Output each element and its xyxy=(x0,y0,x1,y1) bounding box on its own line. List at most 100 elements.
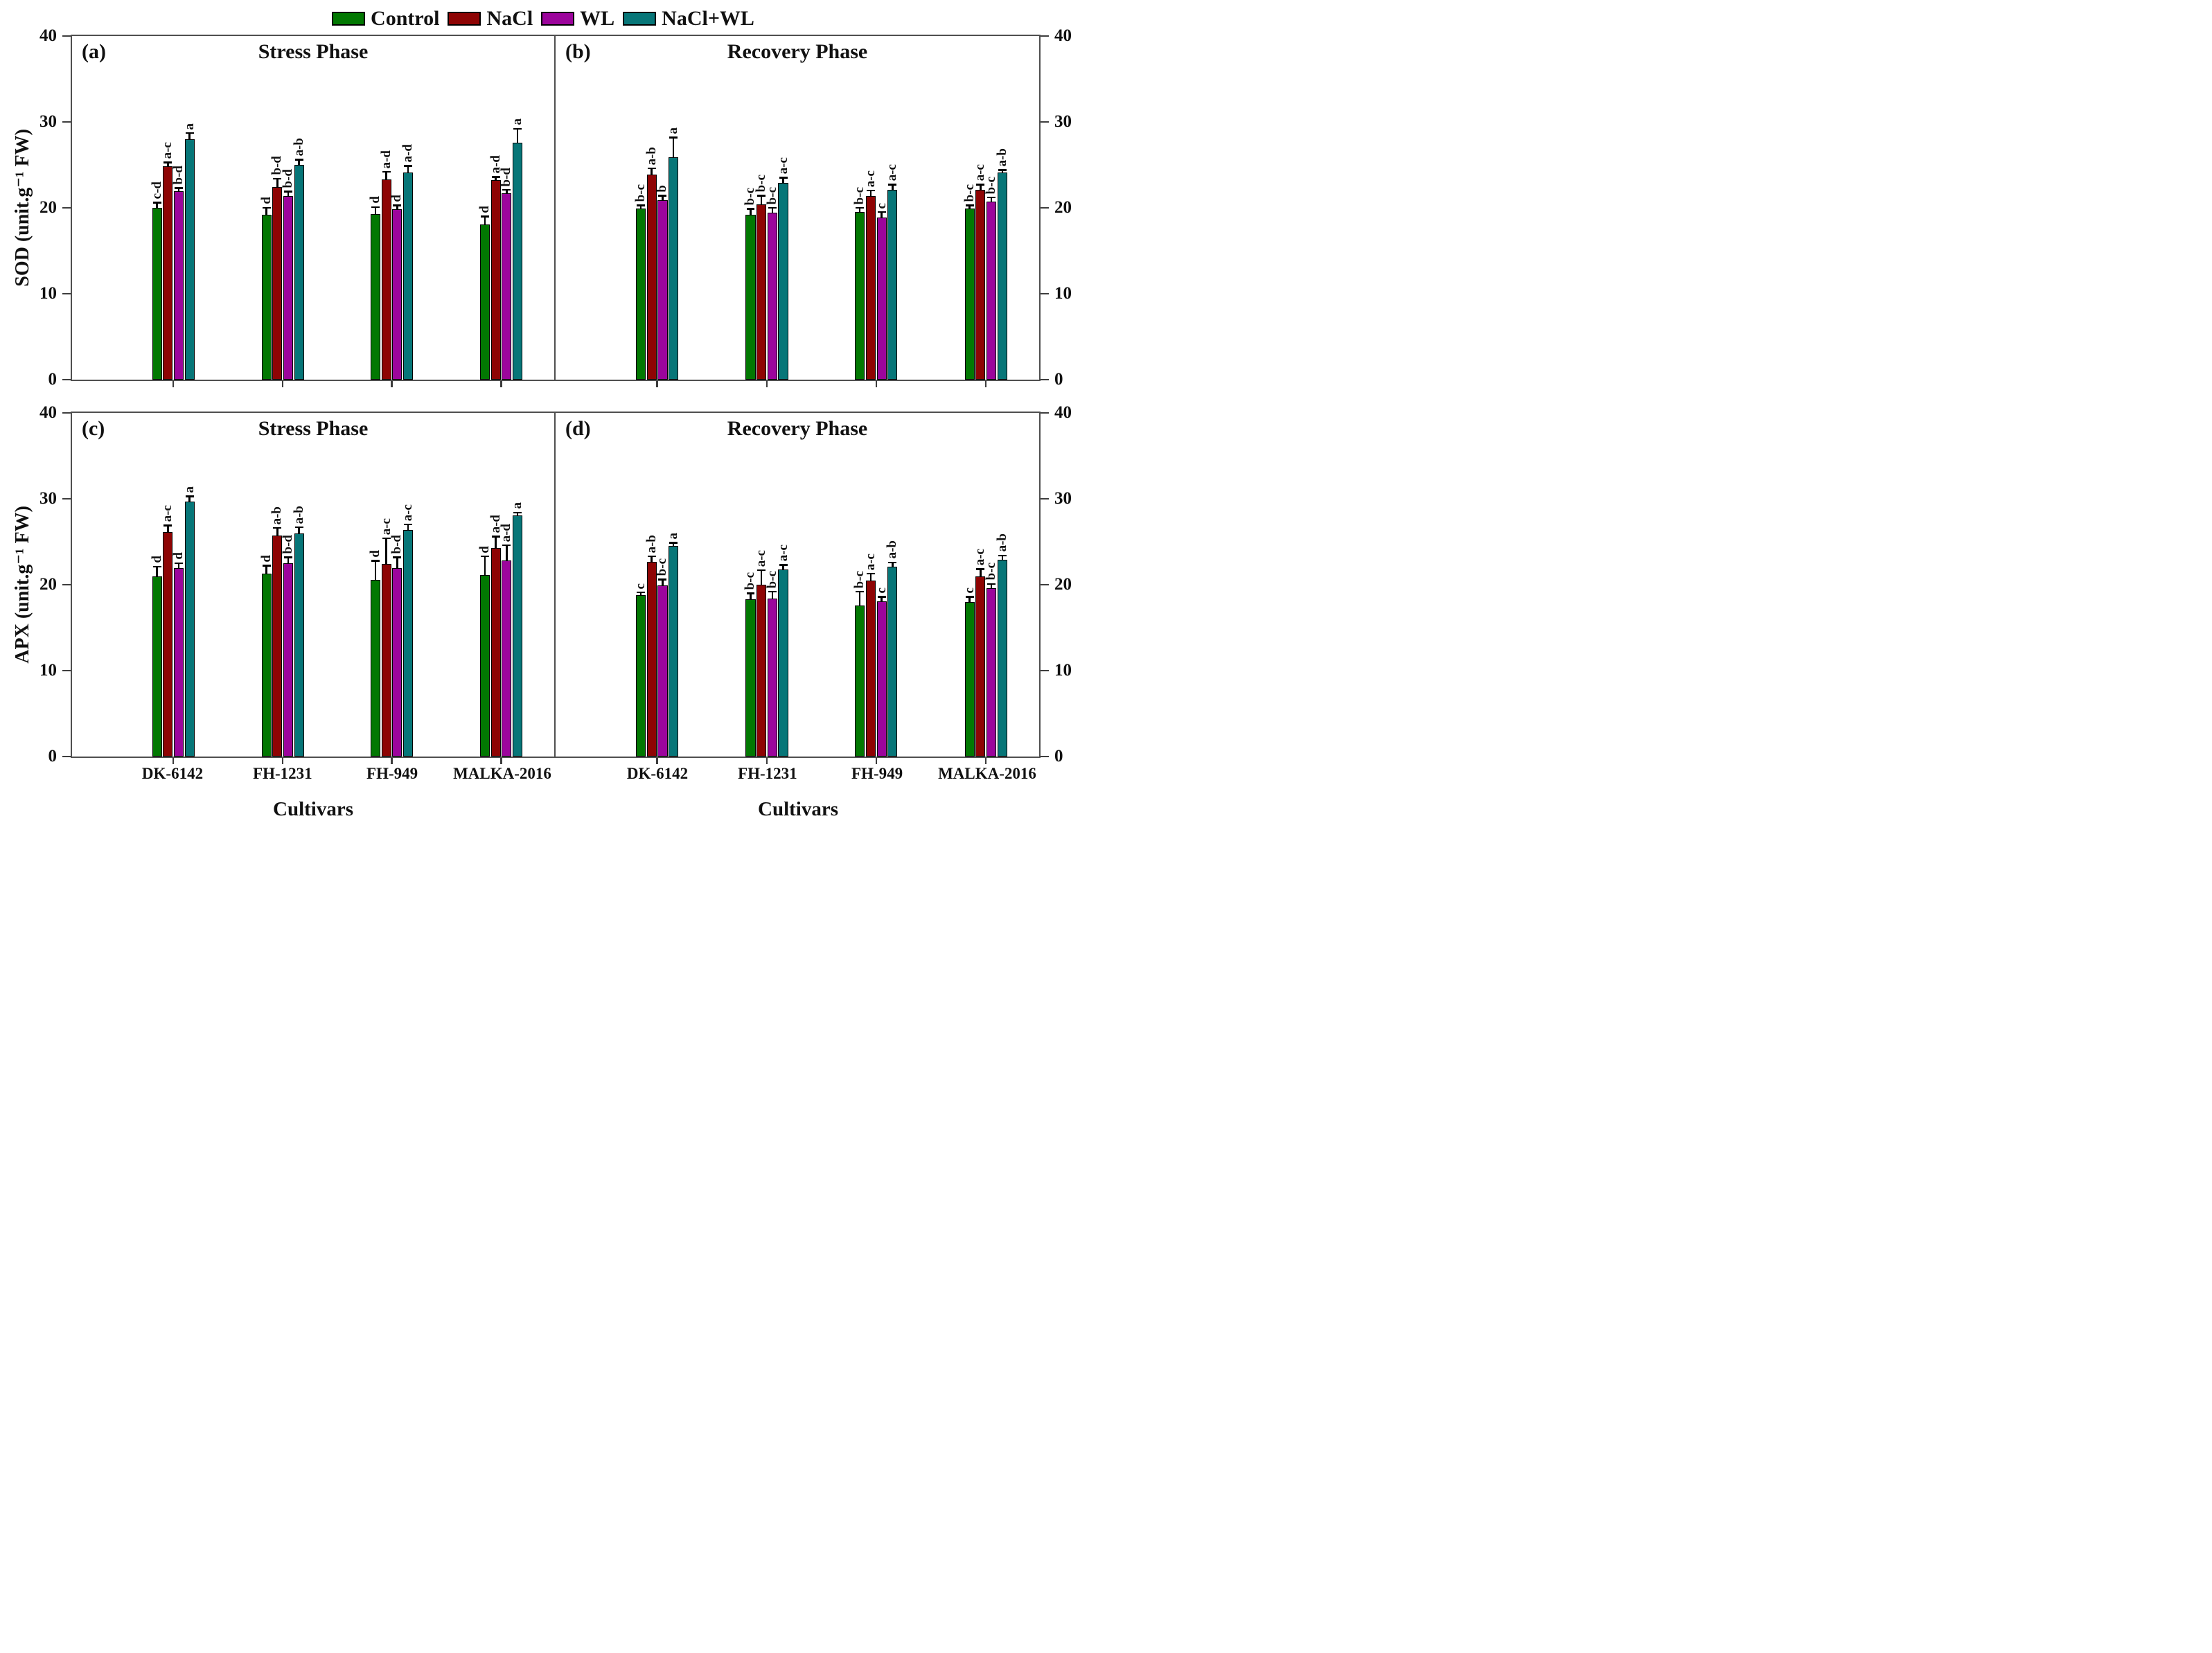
x-axis-title-spacer xyxy=(10,798,71,821)
bar-control-dk-6142 xyxy=(152,576,162,757)
error-bar-cap xyxy=(513,511,522,514)
y-tick-mark xyxy=(1041,583,1049,586)
bar-control-fh-1231 xyxy=(745,599,756,757)
error-bar-cap xyxy=(163,161,172,163)
legend-item-wl: WL xyxy=(541,7,614,30)
bar-nacl-dk-6142 xyxy=(646,174,657,380)
y-tick-mark xyxy=(62,497,71,500)
error-bar xyxy=(516,128,519,143)
bar-control-fh-1231 xyxy=(261,573,272,757)
significance-letter: a-b xyxy=(644,534,659,554)
bar-nacl-malka-2016 xyxy=(975,576,986,757)
error-bar xyxy=(881,596,883,601)
error-bar-cap xyxy=(965,204,974,206)
panel-title-c: Stress Phase xyxy=(258,417,369,440)
error-bar xyxy=(385,171,387,180)
bar-wl-dk-6142 xyxy=(173,568,184,757)
x-tick-mark xyxy=(281,381,284,387)
error-bar-cap xyxy=(768,590,777,593)
error-bar xyxy=(177,188,180,192)
legend-item-nacl-wl: NaCl+WL xyxy=(623,7,754,30)
figure: Control NaCl WL NaCl+WL SOD (unit.g⁻¹ FW… xyxy=(0,0,1106,821)
error-bar-cap xyxy=(647,167,656,170)
significance-letter: a-c xyxy=(160,505,175,522)
bar-wl-fh-1231 xyxy=(283,195,294,380)
legend-label-control: Control xyxy=(371,7,440,30)
x-tick-mark xyxy=(500,381,502,387)
significance-letter: b-c xyxy=(852,186,867,204)
bar-nacl+wl-fh-1231 xyxy=(294,533,304,757)
error-bar-cap xyxy=(669,542,678,544)
significance-letter: a-c xyxy=(378,518,393,536)
error-bar-cap xyxy=(371,560,380,562)
significance-letter: a-c xyxy=(885,164,900,182)
error-bar xyxy=(396,205,398,210)
significance-letter: c xyxy=(874,587,889,594)
bar-nacl-fh-1231 xyxy=(756,585,767,757)
error-bar-cap xyxy=(779,564,788,566)
error-bar-cap xyxy=(888,184,897,186)
significance-letter: d xyxy=(170,552,186,560)
bar-nacl-malka-2016 xyxy=(490,180,501,380)
panel-label-d: (d) xyxy=(565,417,591,440)
panel-c-apx-stress: (c) Stress Phase d d d d a-c a-b a-c a-d d b-d b-d a-… xyxy=(71,412,556,764)
error-bar xyxy=(771,208,774,213)
bar-nacl-dk-6142 xyxy=(163,532,173,757)
error-bar xyxy=(156,202,158,208)
y-tick-mark xyxy=(1041,206,1049,209)
error-bar xyxy=(374,206,377,214)
y-tick-mark xyxy=(1041,755,1049,758)
significance-letter: b-d xyxy=(280,534,295,554)
x-axis-labels-right: DK-6142 FH-1231 FH-949 MALKA-2016 xyxy=(556,765,1041,788)
legend-swatch-wl xyxy=(541,12,575,26)
panel-label-a: (a) xyxy=(82,40,106,63)
error-bar xyxy=(968,205,971,209)
bar-wl-malka-2016 xyxy=(986,587,997,757)
error-bar xyxy=(1001,555,1004,560)
error-bar-cap xyxy=(976,184,985,186)
significance-letter: b-c xyxy=(852,570,867,588)
error-bar-cap xyxy=(403,165,412,167)
significance-letter: d xyxy=(149,556,164,563)
bar-nacl+wl-dk-6142 xyxy=(669,546,679,757)
error-bar xyxy=(869,191,872,196)
panel-title-d: Recovery Phase xyxy=(727,417,868,440)
bar-nacl-fh-1231 xyxy=(756,204,767,380)
x-tick-mark xyxy=(875,381,878,387)
y-axis-right-apx: 0 10 20 30 40 xyxy=(1041,403,1077,766)
error-bar-cap xyxy=(998,554,1007,557)
significance-letter: b-c xyxy=(633,184,648,202)
significance-letter: b-c xyxy=(984,176,999,195)
bar-nacl-fh-949 xyxy=(381,179,391,380)
significance-letter: c-d xyxy=(149,182,164,200)
significance-letter: b-d xyxy=(280,168,295,188)
error-bar-cap xyxy=(491,176,500,178)
error-bar-cap xyxy=(393,556,402,558)
error-bar-cap xyxy=(976,568,985,570)
x-tick-mark xyxy=(766,381,768,387)
significance-letter: b-d xyxy=(499,167,514,186)
error-bar xyxy=(760,195,763,205)
error-bar xyxy=(980,569,982,576)
significance-letter: b-c xyxy=(743,572,758,590)
error-bar-cap xyxy=(393,204,402,206)
bar-nacl+wl-malka-2016 xyxy=(997,560,1007,757)
x-tick-mark xyxy=(766,758,768,764)
x-tick-mark xyxy=(172,381,175,387)
bar-nacl-fh-1231 xyxy=(272,187,283,380)
x-axis-labels-left: DK-6142 FH-1231 FH-949 MALKA-2016 xyxy=(71,765,556,788)
x-tick-mark xyxy=(500,758,502,764)
error-bar xyxy=(892,184,894,190)
error-bar-cap xyxy=(866,572,875,575)
error-bar-cap xyxy=(669,136,678,139)
y-tick-label: 40 xyxy=(39,26,57,45)
y-tick-label: 40 xyxy=(1054,403,1072,422)
error-bar xyxy=(662,195,664,200)
y-tick-mark xyxy=(62,412,71,414)
bar-wl-dk-6142 xyxy=(657,585,668,757)
error-bar-cap xyxy=(637,591,645,594)
error-bar xyxy=(506,189,508,193)
error-bar xyxy=(516,512,519,515)
significance-letter: d xyxy=(367,196,382,204)
significance-letter: b-c xyxy=(962,184,977,202)
